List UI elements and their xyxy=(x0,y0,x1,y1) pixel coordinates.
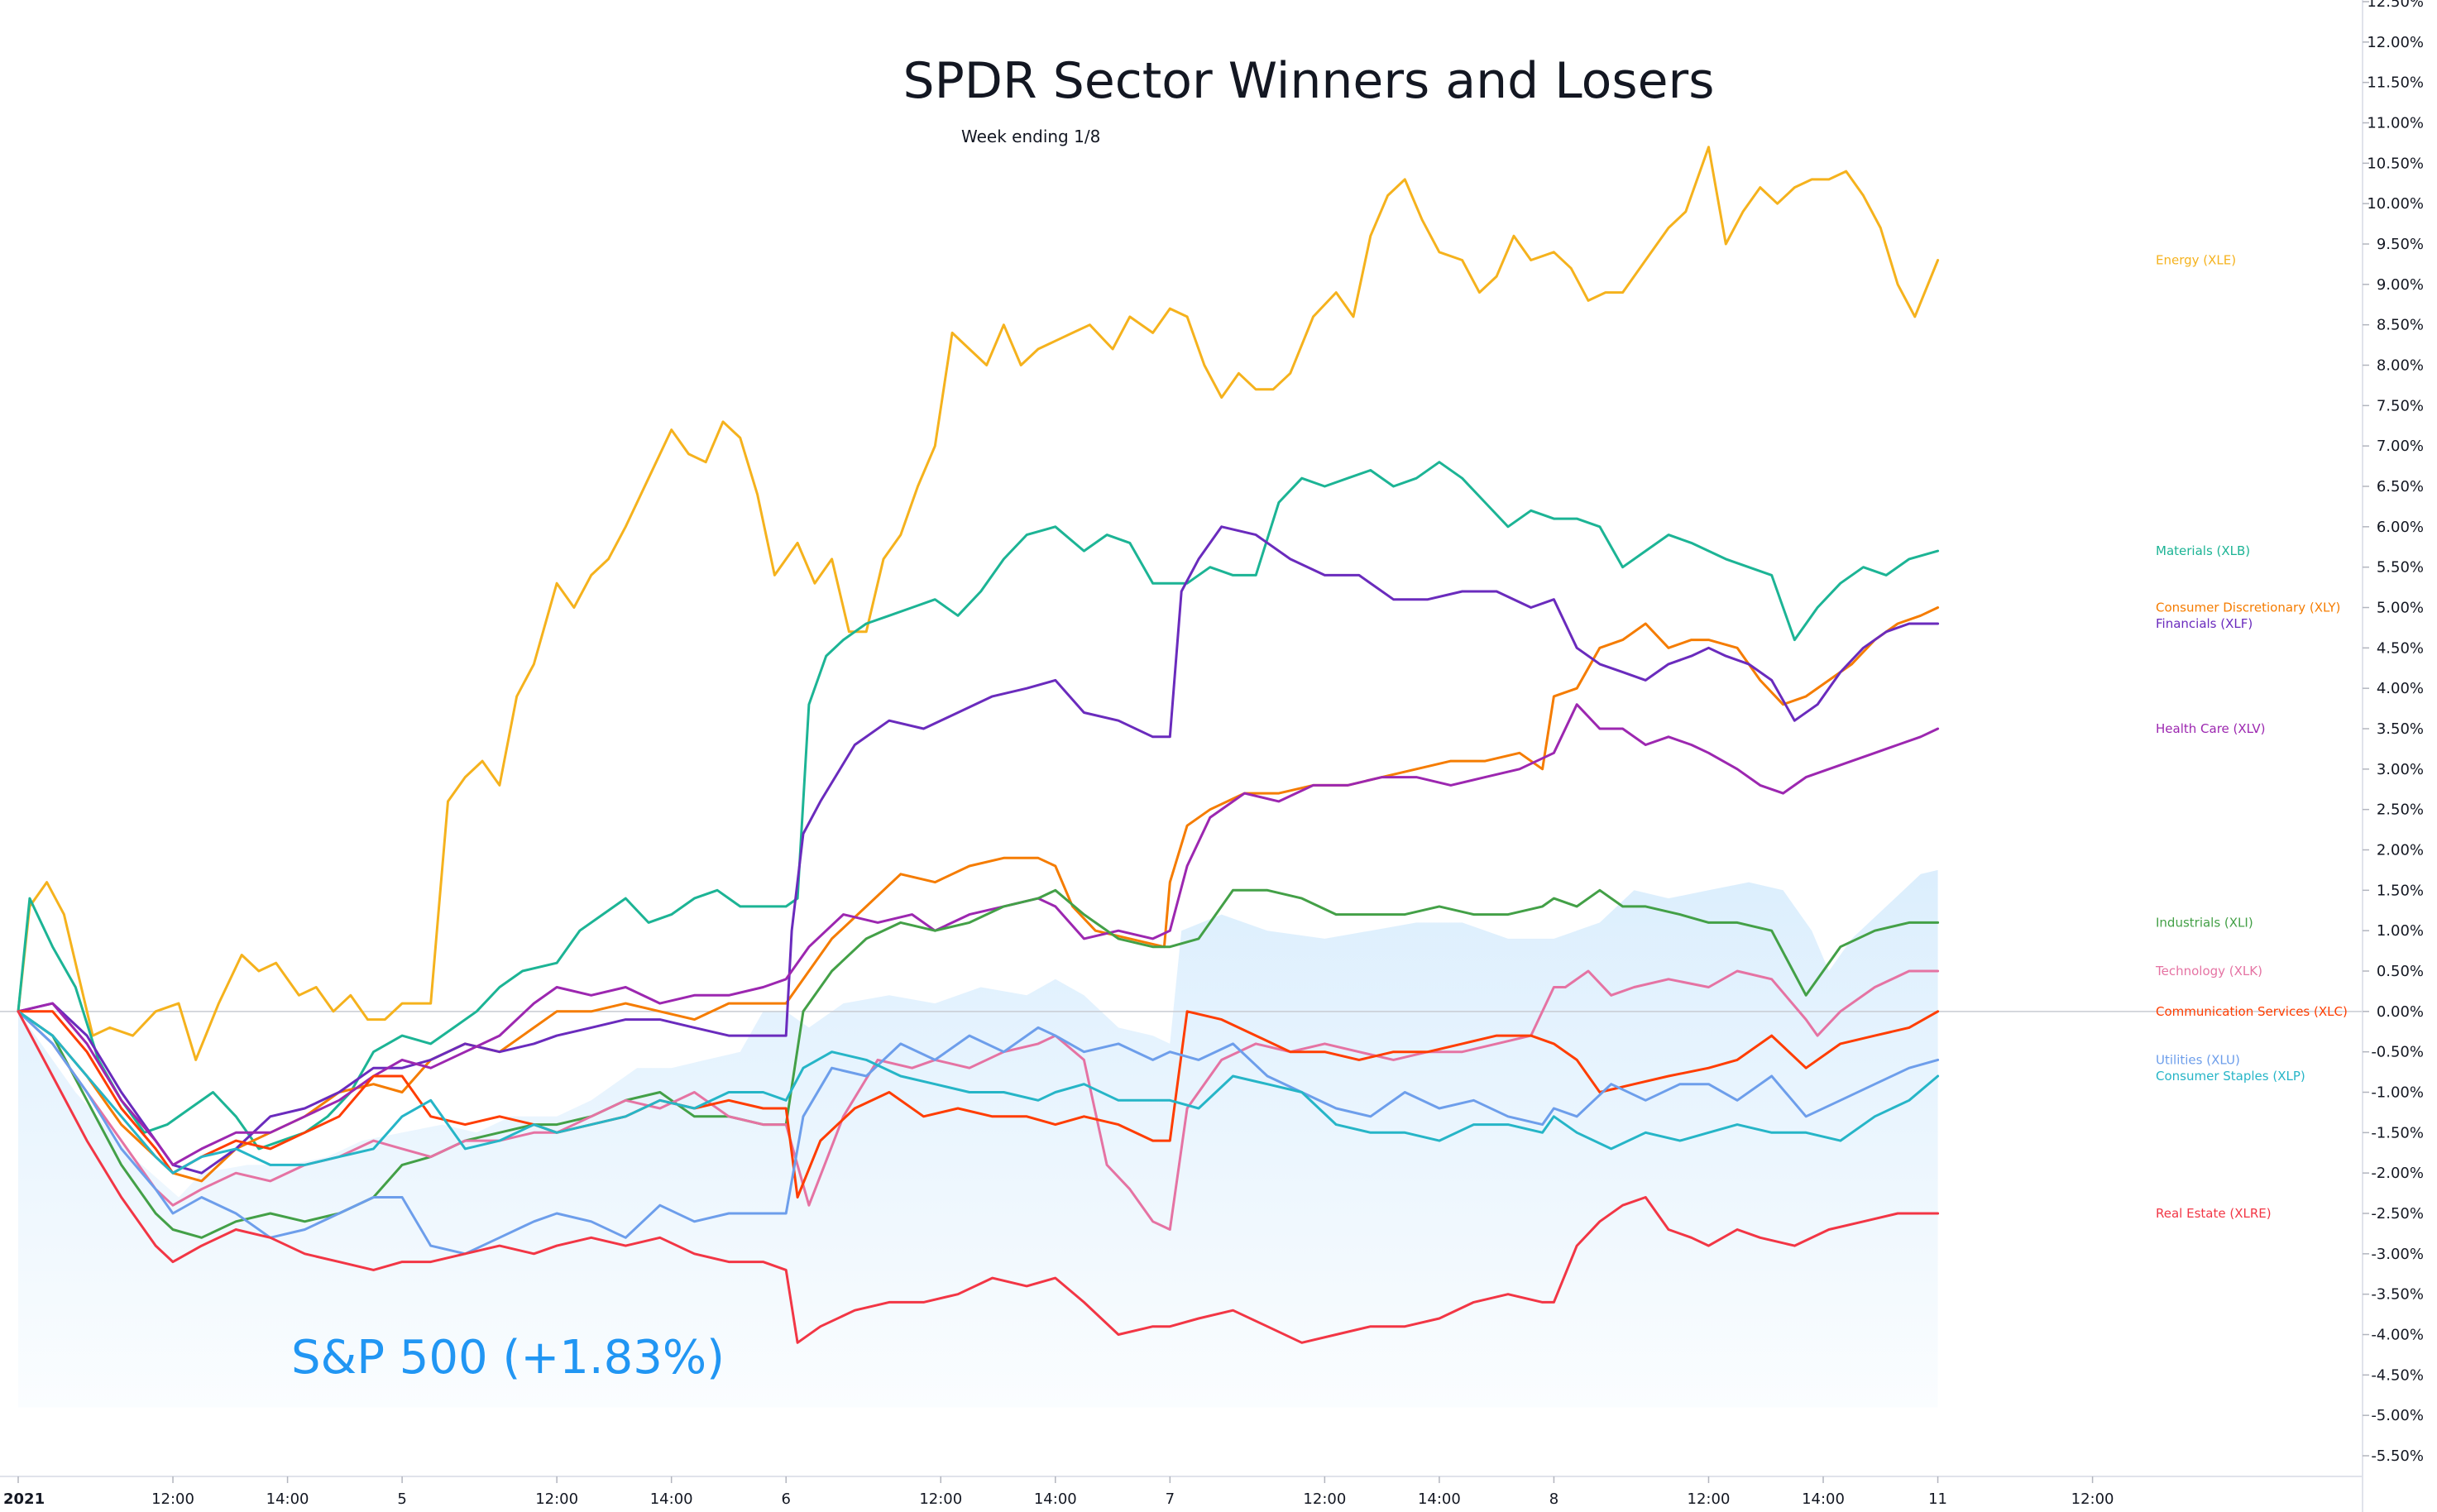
y-tick-label: 7.50% xyxy=(2377,397,2424,414)
y-tick-label: 4.00% xyxy=(2377,680,2424,697)
x-tick-label: 12:00 xyxy=(151,1490,194,1508)
y-tick-label: 9.00% xyxy=(2377,276,2424,294)
series-label-materials-xlb: Materials (XLB) xyxy=(2156,543,2250,558)
x-tick-label: 14:00 xyxy=(650,1490,693,1508)
x-tick-layer: 2021 12:00 14:00 5 12:00 14:00 6 12:00 14:00 7 12:… xyxy=(3,1476,2114,1508)
y-tick-label: 0.00% xyxy=(2377,1003,2424,1021)
y-tick-label: -3.00% xyxy=(2371,1246,2424,1263)
benchmark-area-layer xyxy=(18,869,1938,1408)
series-line-materials-xlb xyxy=(17,461,1940,1151)
benchmark-label: S&P 500 (+1.83%) xyxy=(291,1331,725,1385)
y-tick-layer: 12.50% 12.00% 11.50% 11.00% 10.50% 10.00% 9.50… xyxy=(2363,0,2424,1465)
series-line-energy-xle xyxy=(17,146,1940,1061)
y-tick-label: -1.50% xyxy=(2371,1124,2424,1141)
y-tick-label: 12.50% xyxy=(2367,0,2424,11)
y-tick-label: 3.00% xyxy=(2377,761,2424,778)
y-tick-label: 4.50% xyxy=(2377,639,2424,657)
x-tick-label: 5 xyxy=(397,1490,406,1508)
y-tick-label: 6.00% xyxy=(2377,519,2424,536)
y-tick-label: -4.00% xyxy=(2371,1327,2424,1344)
y-tick-label: 7.00% xyxy=(2377,438,2424,455)
y-tick-label: -0.50% xyxy=(2371,1044,2424,1061)
y-tick-label: 8.50% xyxy=(2377,317,2424,334)
y-tick-label: 10.50% xyxy=(2367,155,2424,172)
y-tick-label: -5.50% xyxy=(2371,1447,2424,1465)
y-tick-label: 9.50% xyxy=(2377,236,2424,253)
x-tick-label: 12:00 xyxy=(919,1490,962,1508)
y-tick-label: 2.00% xyxy=(2377,842,2424,859)
y-tick-label: -2.00% xyxy=(2371,1165,2424,1182)
y-tick-label: 3.50% xyxy=(2377,720,2424,738)
series-label-technology-xlk: Technology (XLK) xyxy=(2155,964,2262,978)
series-label-layer: Energy (XLE) Materials (XLB) Consumer Disc… xyxy=(2155,253,2348,1221)
x-tick-label: 2021 xyxy=(3,1490,45,1508)
x-tick-label: 8 xyxy=(1549,1490,1558,1508)
series-label-real-estate-xlre: Real Estate (XLRE) xyxy=(2156,1206,2272,1221)
y-tick-label: 5.50% xyxy=(2377,559,2424,577)
y-tick-label: 8.00% xyxy=(2377,357,2424,375)
series-label-energy-xle: Energy (XLE) xyxy=(2156,253,2236,268)
series-label-industrials-xli: Industrials (XLI) xyxy=(2156,915,2253,930)
y-tick-label: -2.50% xyxy=(2371,1205,2424,1223)
y-tick-label: 1.50% xyxy=(2377,882,2424,899)
series-line-communication-services-xlc xyxy=(17,1010,1940,1199)
y-tick-label: -5.00% xyxy=(2371,1407,2424,1424)
x-tick-label: 6 xyxy=(781,1490,790,1508)
series-label-financials-xlf: Financials (XLF) xyxy=(2156,616,2253,631)
y-tick-label: -1.00% xyxy=(2371,1084,2424,1102)
series-label-health-care-xlv: Health Care (XLV) xyxy=(2156,721,2265,736)
y-tick-label: 11.50% xyxy=(2367,74,2424,92)
x-tick-label: 12:00 xyxy=(1688,1490,1731,1508)
y-tick-label: -3.50% xyxy=(2371,1286,2424,1304)
y-tick-label: 5.00% xyxy=(2377,600,2424,617)
chart-title: SPDR Sector Winners and Losers xyxy=(903,52,1715,110)
series-line-consumer-discretionary-xly xyxy=(17,606,1940,1183)
x-tick-label: 12:00 xyxy=(535,1490,578,1508)
y-tick-label: 0.50% xyxy=(2377,963,2424,980)
benchmark-area xyxy=(18,869,1938,1408)
y-tick-label: 2.50% xyxy=(2377,801,2424,819)
chart-subtitle: Week ending 1/8 xyxy=(961,127,1100,146)
x-tick-label: 14:00 xyxy=(1418,1490,1461,1508)
y-tick-label: 10.00% xyxy=(2367,195,2424,213)
x-tick-label: 7 xyxy=(1166,1490,1175,1508)
series-line-real-estate-xlre xyxy=(17,1010,1940,1344)
series-line-financials-xlf xyxy=(17,525,1940,1175)
series-layer xyxy=(17,146,1940,1344)
series-label-utilities-xlu: Utilities (XLU) xyxy=(2156,1052,2240,1067)
series-label-communication-services-xlc: Communication Services (XLC) xyxy=(2156,1004,2348,1019)
series-line-technology-xlk xyxy=(17,969,1940,1231)
y-tick-label: 11.00% xyxy=(2367,115,2424,132)
y-tick-label: 1.00% xyxy=(2377,922,2424,940)
x-tick-label: 11 xyxy=(1928,1490,1947,1508)
series-label-consumer-discretionary-xly: Consumer Discretionary (XLY) xyxy=(2156,600,2340,615)
axes-layer xyxy=(0,0,2363,1512)
x-tick-label: 12:00 xyxy=(2071,1490,2114,1508)
x-tick-label: 12:00 xyxy=(1303,1490,1346,1508)
x-tick-label: 14:00 xyxy=(1802,1490,1845,1508)
y-tick-label: 12.00% xyxy=(2367,34,2424,51)
x-tick-label: 14:00 xyxy=(1034,1490,1077,1508)
y-tick-label: 6.50% xyxy=(2377,478,2424,495)
series-label-consumer-staples-xlp: Consumer Staples (XLP) xyxy=(2156,1069,2305,1084)
series-line-utilities-xlu xyxy=(17,1010,1940,1256)
series-line-consumer-staples-xlp xyxy=(17,1010,1940,1175)
y-tick-label: -4.50% xyxy=(2371,1366,2424,1384)
x-tick-label: 14:00 xyxy=(266,1490,309,1508)
